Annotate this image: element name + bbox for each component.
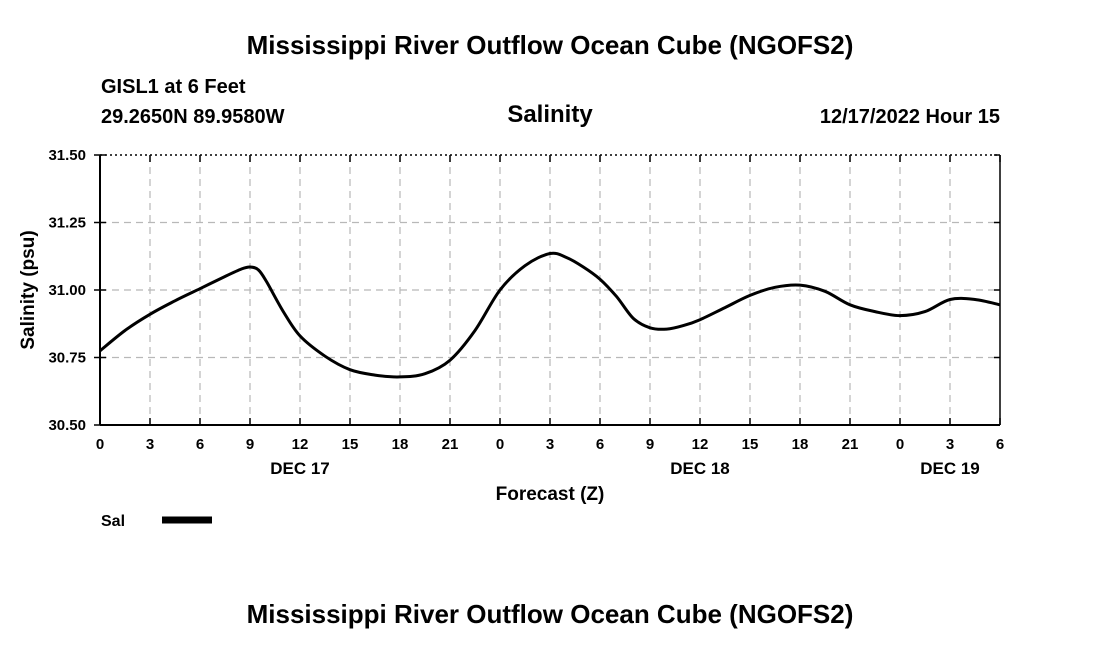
station-name: GISL1 at 6 Feet <box>101 76 246 98</box>
x-tick-label: 12 <box>292 436 309 453</box>
legend-label: Sal <box>101 513 125 530</box>
date-label: DEC 18 <box>670 459 730 478</box>
x-tick-label: 12 <box>692 436 709 453</box>
x-tick-label: 21 <box>842 436 859 453</box>
x-tick-label: 18 <box>392 436 409 453</box>
y-axis-title: Salinity (psu) <box>18 230 39 349</box>
x-tick-label: 0 <box>496 436 504 453</box>
page-title: Mississippi River Outflow Ocean Cube (NG… <box>246 30 854 60</box>
chart-title: Salinity <box>507 101 593 128</box>
x-tick-label: 9 <box>646 436 654 453</box>
footer-title: Mississippi River Outflow Ocean Cube (NG… <box>246 599 854 629</box>
station-coordinates: 29.2650N 89.9580W <box>101 106 285 128</box>
x-tick-label: 21 <box>442 436 459 453</box>
x-axis-title: Forecast (Z) <box>496 484 605 505</box>
x-tick-label: 0 <box>96 436 104 453</box>
x-tick-label: 3 <box>546 436 554 453</box>
x-tick-label: 6 <box>196 436 204 453</box>
y-tick-label: 30.50 <box>48 417 86 434</box>
x-tick-label: 0 <box>896 436 904 453</box>
x-tick-label: 15 <box>342 436 359 453</box>
x-tick-label: 3 <box>946 436 954 453</box>
y-tick-label: 31.00 <box>48 282 86 299</box>
x-tick-label: 15 <box>742 436 759 453</box>
y-tick-label: 31.50 <box>48 147 86 164</box>
date-label: DEC 19 <box>920 459 980 478</box>
x-tick-label: 6 <box>996 436 1004 453</box>
date-label: DEC 17 <box>270 459 330 478</box>
series-line-sal <box>99 251 1001 379</box>
forecast-datetime: 12/17/2022 Hour 15 <box>819 106 1000 128</box>
y-tick-label: 30.75 <box>48 350 86 367</box>
y-tick-label: 31.25 <box>48 215 86 232</box>
x-tick-label: 6 <box>596 436 604 453</box>
x-tick-label: 9 <box>246 436 254 453</box>
x-tick-label: 3 <box>146 436 154 453</box>
x-tick-label: 18 <box>792 436 809 453</box>
